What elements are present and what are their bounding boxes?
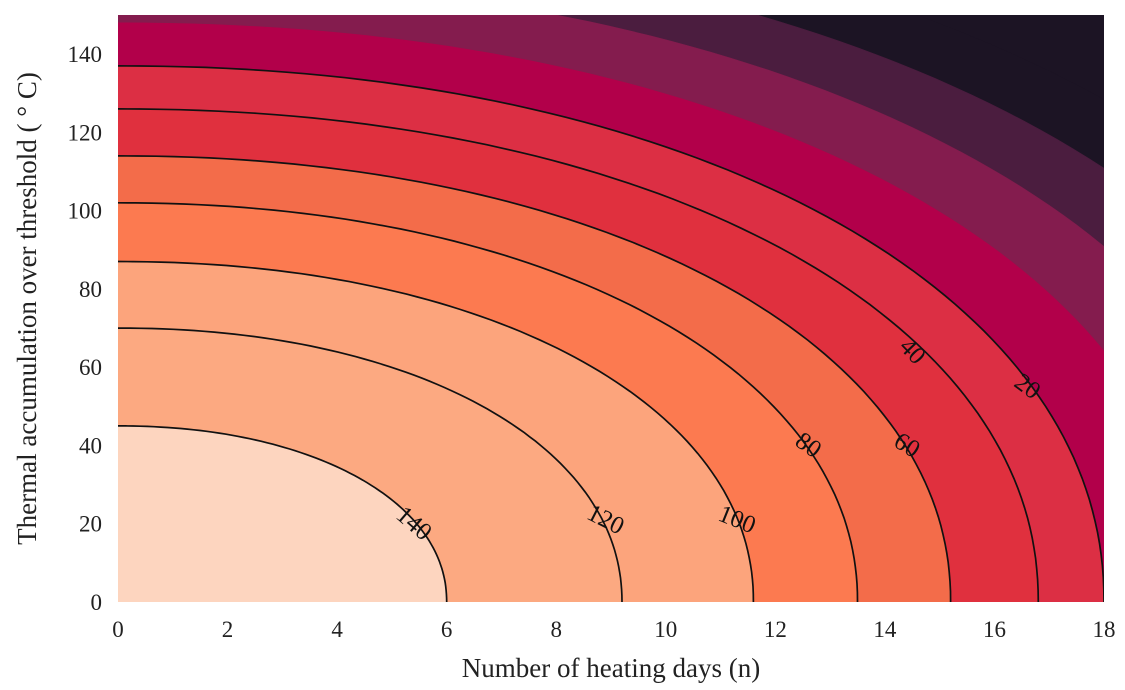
y-tick-label: 100 bbox=[68, 199, 103, 224]
x-tick-label: 12 bbox=[764, 617, 787, 642]
x-axis-ticks: 0 2 4 6 8 10 12 14 16 18 bbox=[112, 617, 1115, 642]
contour-line-80 bbox=[118, 201, 859, 602]
x-tick-label: 2 bbox=[222, 617, 234, 642]
contour-line-20 bbox=[118, 65, 1104, 602]
contour-line-120 bbox=[118, 327, 623, 602]
filled-contour-bands bbox=[118, 15, 1104, 602]
y-axis-ticks: 0 20 40 60 80 100 120 140 bbox=[68, 42, 103, 615]
y-tick-label: 140 bbox=[68, 42, 103, 67]
y-tick-label: 20 bbox=[79, 512, 102, 537]
x-tick-label: 16 bbox=[983, 617, 1006, 642]
contour-line-100 bbox=[118, 260, 755, 602]
y-tick-label: 120 bbox=[68, 120, 103, 145]
x-tick-label: 8 bbox=[550, 617, 562, 642]
contour-lines bbox=[118, 65, 1104, 602]
contour-line-60 bbox=[118, 155, 952, 602]
y-tick-label: 80 bbox=[79, 277, 102, 302]
x-tick-label: 4 bbox=[331, 617, 343, 642]
x-axis-label: Number of heating days (n) bbox=[462, 653, 760, 683]
x-tick-label: 18 bbox=[1093, 617, 1116, 642]
y-tick-label: 60 bbox=[79, 355, 102, 380]
contour-line-140 bbox=[118, 425, 448, 602]
x-tick-label: 10 bbox=[654, 617, 677, 642]
y-axis-label: Thermal accumulation over threshold ( ° … bbox=[12, 72, 42, 545]
x-tick-label: 6 bbox=[441, 617, 453, 642]
contour-line-40 bbox=[118, 108, 1040, 602]
x-tick-label: 14 bbox=[873, 617, 897, 642]
y-tick-label: 40 bbox=[79, 433, 102, 458]
y-tick-label: 0 bbox=[91, 590, 103, 615]
x-tick-label: 0 bbox=[112, 617, 124, 642]
